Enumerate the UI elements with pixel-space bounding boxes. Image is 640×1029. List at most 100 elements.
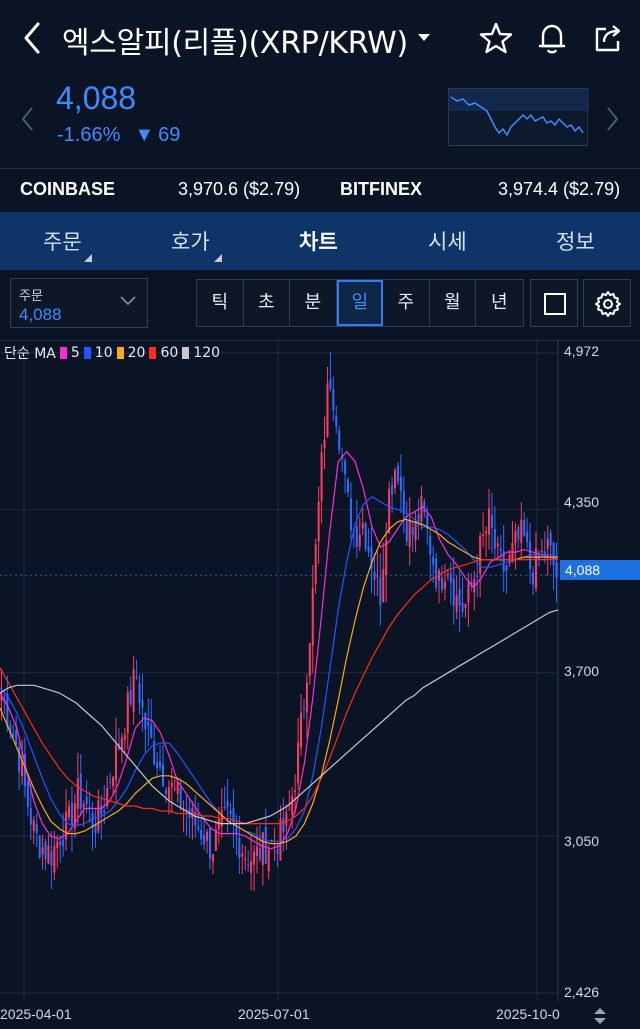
period-year[interactable]: 년 [476, 280, 523, 326]
candle-body [338, 430, 341, 451]
candle-body [446, 573, 449, 576]
x-tick-label: 2025-04-01 [0, 1006, 72, 1022]
candle-body [429, 535, 432, 555]
tab-order[interactable]: 주문 [43, 230, 82, 254]
candle-body [302, 708, 305, 710]
candle-body [38, 835, 41, 858]
tab-orderbook[interactable]: 호가 [171, 230, 210, 254]
exchange-value: 3,970.6 ($2.79) [178, 179, 301, 199]
candle-body [467, 582, 470, 603]
candlestick-chart[interactable] [0, 341, 640, 1029]
candle-body [364, 523, 367, 549]
candle-body [344, 460, 347, 475]
candle-body [194, 811, 197, 826]
period-tick[interactable]: 틱 [197, 280, 244, 326]
candle-body [173, 788, 176, 790]
candle-body [267, 849, 270, 872]
candle-body [53, 845, 56, 873]
candle-body [355, 525, 358, 548]
candle-body [349, 498, 352, 531]
change-amount: 69 [158, 124, 181, 146]
candle-body [455, 595, 458, 612]
candle-body [241, 853, 244, 857]
candle-body [26, 780, 29, 807]
candle-body [405, 521, 408, 542]
fullscreen-button[interactable] [530, 279, 578, 327]
candle-body [323, 439, 326, 449]
candle-body [56, 841, 59, 849]
candle-body [214, 829, 217, 851]
star-icon[interactable] [478, 20, 514, 56]
candle-body [62, 839, 65, 847]
candle-body [379, 577, 382, 606]
candle-body [435, 558, 438, 588]
candle-body [253, 851, 256, 865]
exchange-name: BITFINEX [340, 179, 423, 199]
candle-body [147, 721, 150, 726]
candle-body [12, 733, 15, 737]
candle-body [244, 858, 247, 860]
candle-body [20, 759, 24, 777]
x-tick-label: 2025-07-01 [238, 1006, 310, 1022]
tab-chart[interactable]: 차트 [299, 230, 338, 254]
candle-body [479, 536, 482, 574]
candle-body [79, 773, 82, 809]
candle-body [358, 534, 361, 548]
coin-title[interactable]: 엑스알피(리플)(XRP/KRW) [62, 26, 408, 61]
candle-body [170, 782, 173, 787]
secondary-indicator-strip [0, 1025, 640, 1029]
candle-body [346, 479, 350, 493]
legend-label: 20 [127, 345, 146, 361]
y-tick-label: 2,426 [564, 984, 600, 1000]
candle-body [523, 519, 526, 536]
chart-settings-button[interactable] [583, 279, 631, 327]
y-tick-label: 4,350 [564, 494, 600, 510]
legend-swatch [83, 347, 91, 359]
ma-line-60 [0, 559, 558, 825]
candle-body [258, 848, 261, 860]
candle-body [197, 826, 200, 830]
tab-info[interactable]: 정보 [556, 230, 595, 254]
candle-body [314, 544, 317, 585]
candle-body [67, 806, 71, 818]
candle-body [423, 501, 426, 513]
candle-body [461, 602, 464, 613]
chart-toolbar: 주문 4,088 틱 초 분 일 주 월 년 [0, 270, 640, 340]
candle-body [417, 514, 420, 526]
caret-down-icon[interactable] [415, 30, 433, 44]
share-icon[interactable] [590, 20, 626, 56]
price-chart[interactable]: 단순 MA 5 10 20 60 120 4,972 4,350 3,700 3… [0, 340, 640, 1029]
candle-body [206, 831, 209, 841]
candle-body [82, 804, 85, 808]
candle-body [255, 846, 259, 856]
next-coin-icon[interactable] [602, 104, 622, 134]
period-week[interactable]: 주 [383, 280, 430, 326]
order-dropdown[interactable]: 주문 4,088 [10, 278, 148, 328]
bell-icon[interactable] [534, 20, 570, 56]
tab-quotes[interactable]: 시세 [428, 230, 467, 254]
mini-price-chart[interactable] [448, 88, 589, 146]
candle-body [232, 807, 235, 824]
square-icon [544, 293, 566, 315]
period-month[interactable]: 월 [429, 280, 476, 326]
period-minute[interactable]: 분 [290, 280, 337, 326]
candle-body [129, 689, 132, 705]
candle-body [94, 824, 97, 833]
candle-body [179, 787, 182, 809]
candle-body [159, 761, 162, 768]
change-percent: -1.66% [57, 124, 121, 146]
candle-body [420, 495, 423, 522]
candle-body [361, 522, 364, 529]
candle-body [103, 810, 106, 813]
candle-body [555, 562, 558, 578]
period-day[interactable]: 일 [336, 280, 383, 326]
candle-body [203, 835, 206, 845]
prev-coin-icon[interactable] [18, 104, 38, 134]
chart-resize-handle-icon[interactable] [590, 1005, 610, 1027]
down-triangle-icon: ▼ [134, 124, 155, 146]
back-icon[interactable] [18, 18, 46, 58]
candle-body [132, 669, 135, 712]
period-second[interactable]: 초 [243, 280, 290, 326]
tab-corner-icon [214, 254, 222, 262]
candle-body [261, 832, 264, 866]
